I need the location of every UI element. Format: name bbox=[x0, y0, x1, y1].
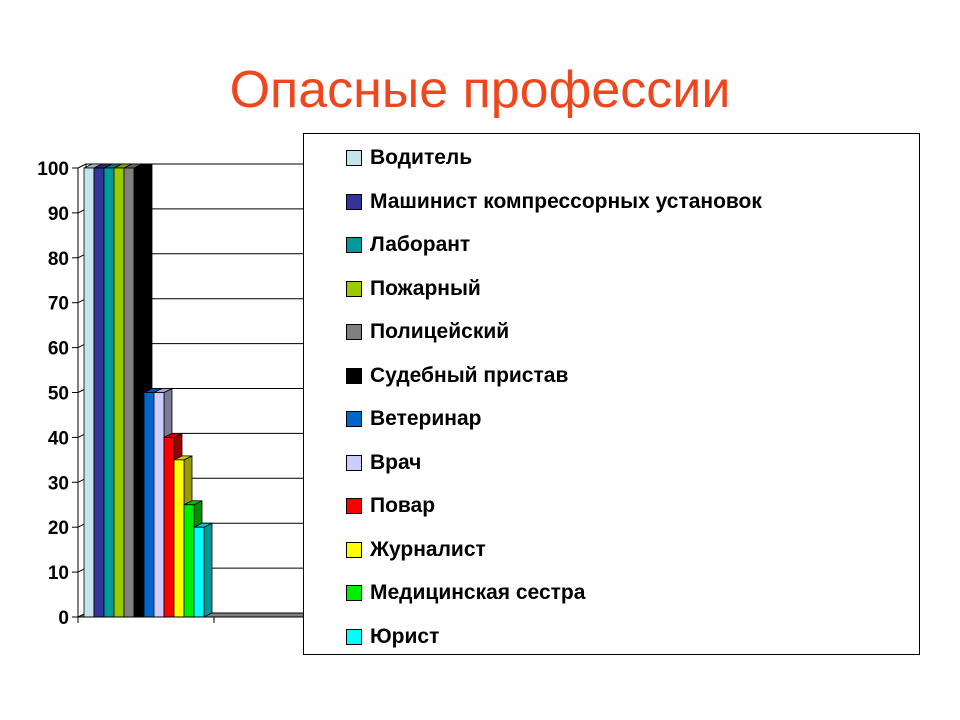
legend-swatch bbox=[346, 324, 362, 340]
legend-swatch bbox=[346, 280, 362, 297]
legend-label: Врач bbox=[370, 450, 422, 474]
legend-item: Юрист bbox=[346, 625, 439, 649]
y-tick-label: 40 bbox=[48, 428, 69, 449]
legend-item: Повар bbox=[346, 494, 435, 518]
bar-front bbox=[153, 392, 165, 618]
legend-swatch bbox=[346, 585, 362, 601]
bar-front bbox=[133, 167, 145, 618]
y-tick-labels: 0 10 20 30 40 50 60 70 80 90 100 bbox=[37, 159, 69, 629]
legend-label: Медицинская сестра bbox=[370, 581, 586, 604]
legend-swatch bbox=[346, 237, 362, 253]
bar-front bbox=[173, 459, 185, 618]
y-tick-label: 90 bbox=[48, 204, 69, 225]
legend: Водитель Машинист компрессорных установок… bbox=[303, 133, 920, 655]
bar-front bbox=[83, 167, 95, 618]
bars bbox=[83, 163, 213, 618]
legend-swatch bbox=[346, 193, 362, 210]
legend-label: Водитель bbox=[370, 146, 473, 169]
bar-front bbox=[123, 167, 135, 618]
y-tick-label: 80 bbox=[48, 249, 69, 270]
legend-label: Судебный пристав bbox=[370, 363, 569, 387]
legend-label: Журналист bbox=[370, 537, 486, 561]
y-tick-label: 0 bbox=[58, 608, 69, 629]
legend-swatch bbox=[346, 411, 362, 427]
bar-front bbox=[93, 167, 105, 618]
legend-item: Врач bbox=[346, 451, 421, 475]
bar-front bbox=[103, 167, 115, 618]
legend-item: Водитель bbox=[346, 146, 472, 170]
y-tick-label: 10 bbox=[48, 563, 69, 584]
legend-item: Лаборант bbox=[346, 233, 470, 257]
legend-label: Ветеринар bbox=[370, 407, 482, 430]
y-tick-label: 60 bbox=[48, 339, 69, 360]
bar-front bbox=[143, 392, 155, 618]
legend-item: Полицейский bbox=[346, 320, 509, 344]
legend-item: Ветеринар bbox=[346, 407, 481, 431]
bar-side bbox=[203, 522, 213, 618]
bar-front bbox=[113, 167, 125, 618]
bar bbox=[193, 522, 213, 618]
chart-title: Опасные профессии bbox=[229, 61, 731, 119]
bar-front bbox=[163, 436, 175, 618]
legend-swatch bbox=[346, 150, 362, 166]
legend-label: Пожарный bbox=[370, 276, 481, 300]
legend-swatch bbox=[346, 541, 362, 558]
legend-label: Лаборант bbox=[370, 233, 471, 256]
legend-swatch bbox=[346, 628, 362, 645]
y-tick-label: 20 bbox=[48, 518, 69, 539]
bar-front bbox=[193, 526, 205, 618]
legend-item: Медицинская сестра bbox=[346, 581, 585, 605]
legend-item: Пожарный bbox=[346, 277, 481, 301]
legend-item: Журналист bbox=[346, 538, 486, 562]
legend-label: Повар bbox=[370, 494, 436, 517]
legend-swatch bbox=[346, 367, 362, 384]
legend-label: Полицейский bbox=[370, 320, 510, 343]
legend-label: Юрист bbox=[370, 624, 440, 648]
legend-item: Машинист компрессорных установок bbox=[346, 190, 762, 214]
gridline-side bbox=[77, 163, 87, 169]
legend-label: Машинист компрессорных установок bbox=[370, 189, 762, 213]
y-tick-label: 30 bbox=[48, 473, 69, 494]
y-tick-label: 100 bbox=[37, 159, 69, 180]
bar-front bbox=[183, 504, 195, 618]
legend-swatch bbox=[346, 454, 362, 471]
legend-swatch bbox=[346, 498, 362, 514]
y-tick-label: 70 bbox=[48, 294, 69, 315]
y-tick-label: 50 bbox=[48, 384, 69, 405]
legend-item: Судебный пристав bbox=[346, 364, 568, 388]
